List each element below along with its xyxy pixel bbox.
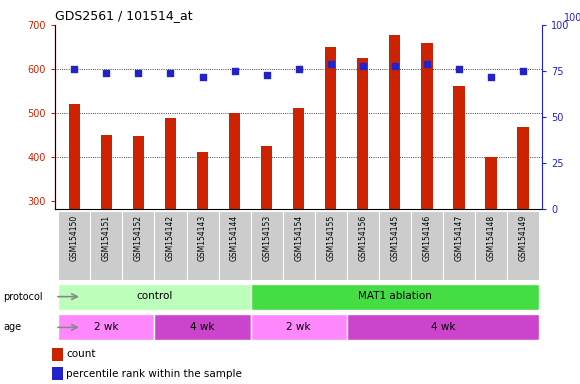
Bar [187,211,219,280]
Bar [154,211,187,280]
Bar [251,211,282,280]
Text: GSM154154: GSM154154 [294,215,303,261]
Text: GSM154148: GSM154148 [487,215,495,261]
Bar [411,211,443,280]
Text: control: control [136,291,173,301]
Bar [68,104,80,332]
Bar [133,136,144,332]
Bar [379,211,411,280]
Point [262,72,271,78]
Bar [282,211,315,280]
Bar [485,157,496,332]
Bar [154,314,251,340]
Point [134,70,143,76]
Bar [52,367,63,380]
Bar [122,211,154,280]
Point [326,61,335,67]
Point [70,66,79,72]
Text: 2 wk: 2 wk [287,322,311,332]
Bar [59,211,90,280]
Point [102,70,111,76]
Bar [517,127,529,332]
Text: GDS2561 / 101514_at: GDS2561 / 101514_at [55,9,193,22]
Bar [251,314,347,340]
Text: age: age [3,322,21,333]
Bar [507,211,539,280]
Point [422,61,432,67]
Text: GSM154144: GSM154144 [230,215,239,261]
Bar [251,284,539,310]
Bar [197,152,208,332]
Text: GSM154143: GSM154143 [198,215,207,261]
Bar [219,211,251,280]
Text: 2 wk: 2 wk [94,322,119,332]
Point [166,70,175,76]
Point [294,66,303,72]
Bar [389,35,400,332]
Bar [59,284,251,310]
Point [230,68,239,74]
Text: GSM154156: GSM154156 [358,215,367,261]
Point [487,73,496,79]
Bar [229,113,240,332]
Text: count: count [66,349,96,359]
Bar [293,108,304,332]
Text: percentile rank within the sample: percentile rank within the sample [66,369,242,379]
Bar [101,135,112,332]
Text: GSM154150: GSM154150 [70,215,79,261]
Bar [52,348,63,361]
Point [519,68,528,74]
Bar [421,43,433,332]
Text: GSM154145: GSM154145 [390,215,400,261]
Bar [59,314,154,340]
Bar [454,86,465,332]
Point [198,73,207,79]
Text: GSM154151: GSM154151 [102,215,111,261]
Text: 4 wk: 4 wk [431,322,455,332]
Text: 100%: 100% [564,13,580,23]
Bar [90,211,122,280]
Text: GSM154155: GSM154155 [327,215,335,261]
Text: protocol: protocol [3,291,42,302]
Text: GSM154146: GSM154146 [422,215,432,261]
Bar [315,211,347,280]
Text: 4 wk: 4 wk [190,322,215,332]
Bar [357,58,368,332]
Bar [347,314,539,340]
Text: MAT1 ablation: MAT1 ablation [358,291,432,301]
Bar [165,118,176,332]
Point [390,63,400,69]
Text: GSM154147: GSM154147 [455,215,463,261]
Bar [475,211,507,280]
Text: GSM154153: GSM154153 [262,215,271,261]
Text: GSM154149: GSM154149 [519,215,528,261]
Bar [443,211,475,280]
Point [358,63,368,69]
Point [454,66,463,72]
Text: GSM154142: GSM154142 [166,215,175,261]
Text: GSM154152: GSM154152 [134,215,143,261]
Bar [347,211,379,280]
Bar [261,146,272,332]
Bar [325,47,336,332]
